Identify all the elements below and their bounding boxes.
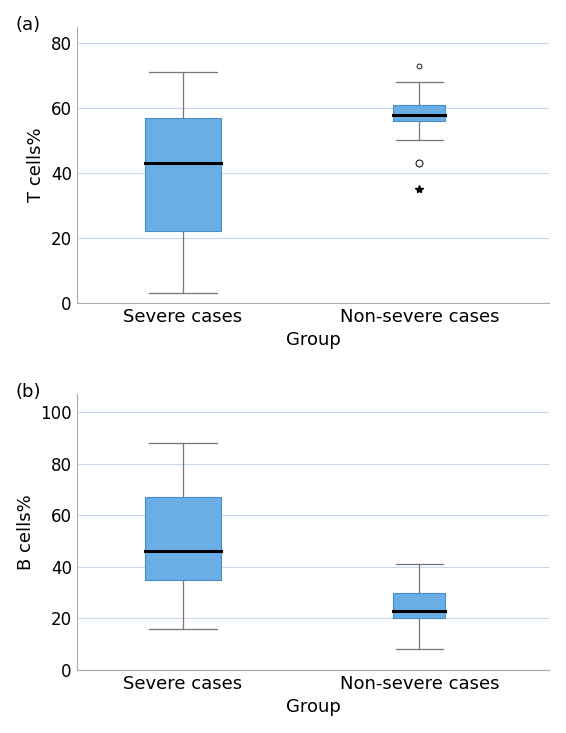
Y-axis label: T cells%: T cells% (27, 128, 45, 202)
Text: (a): (a) (15, 16, 40, 34)
Y-axis label: B cells%: B cells% (16, 494, 35, 570)
X-axis label: Group: Group (286, 699, 341, 716)
X-axis label: Group: Group (286, 331, 341, 349)
Text: (b): (b) (15, 383, 41, 401)
